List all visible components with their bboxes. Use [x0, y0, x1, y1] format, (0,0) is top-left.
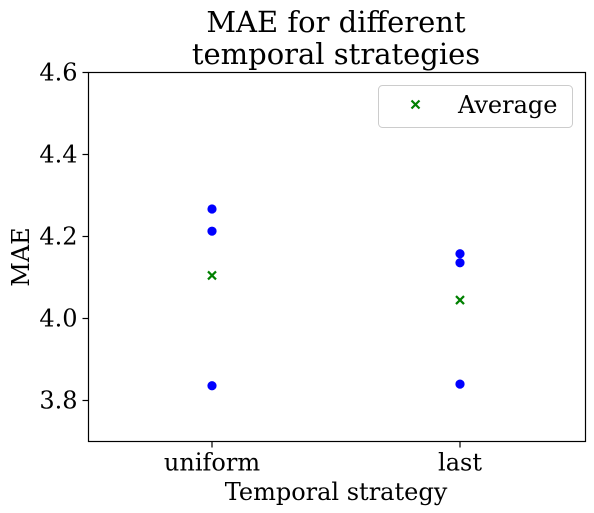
data-point: [207, 381, 217, 391]
average-marker: [207, 270, 217, 281]
data-point: [455, 379, 465, 389]
y-tick-label: 4.6: [39, 59, 77, 87]
average-marker: [455, 295, 465, 305]
y-tick-label: 3.8: [39, 387, 77, 415]
legend: Average: [378, 85, 573, 128]
data-point: [455, 249, 465, 259]
y-tick-label: 4.2: [39, 223, 77, 251]
x-tick-label: last: [438, 449, 482, 477]
legend-average-marker: [410, 99, 421, 110]
chart-title-line-2: temporal strategies: [192, 37, 480, 71]
plot-frame: [87, 71, 587, 443]
y-axis-ticks: 3.8 4.0 4.2 4.4 4.6: [39, 59, 89, 415]
data-point: [207, 226, 217, 236]
legend-box: [378, 85, 573, 128]
legend-average-label: Average: [457, 91, 557, 119]
x-axis-ticks: uniform last: [164, 441, 482, 477]
data-points: [207, 204, 465, 391]
y-axis-label: MAE: [7, 227, 35, 286]
data-point: [207, 204, 217, 214]
y-tick-label: 4.0: [39, 305, 77, 333]
chart-title-line-1: MAE for different: [206, 5, 466, 39]
y-tick-label: 4.4: [39, 141, 77, 169]
x-tick-label: uniform: [164, 449, 260, 477]
x-axis-label: Temporal strategy: [225, 478, 448, 506]
data-point: [455, 258, 465, 268]
